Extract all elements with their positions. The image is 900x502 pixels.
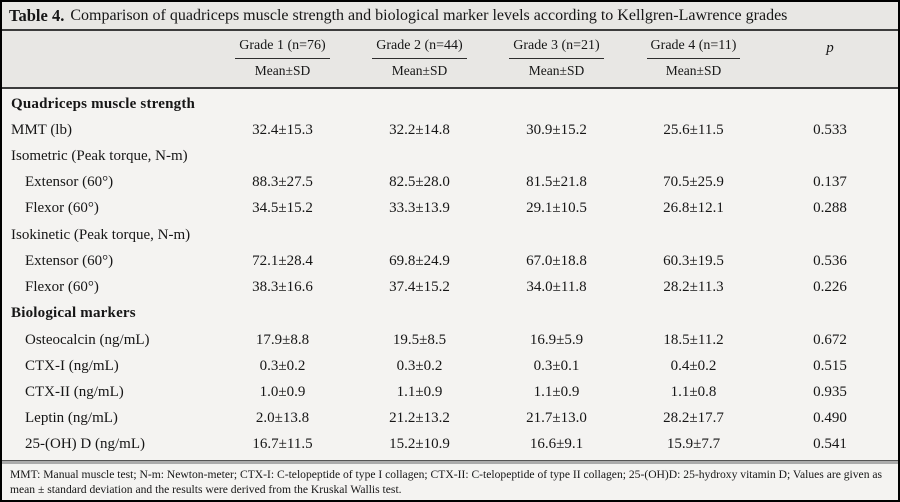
p-value: 0.288: [813, 200, 847, 217]
table-header: Grade 1 (n=76) Mean±SD Grade 2 (n=44) Me…: [2, 31, 898, 89]
cell-value: 81.5±21.8: [526, 174, 587, 191]
header-spacer: [2, 31, 214, 87]
cell-value: 17.9±8.8: [255, 331, 310, 348]
table-row: Isokinetic (Peak torque, N-m): [2, 222, 898, 248]
column-header-p: p: [826, 40, 834, 56]
cell-value: 15.9±7.7: [666, 436, 721, 453]
cell-value: 1.1±0.9: [396, 384, 443, 401]
column-header-grade2: Grade 2 (n=44) Mean±SD: [351, 31, 488, 87]
cell-value: 30.9±15.2: [526, 121, 587, 138]
table-body: Quadriceps muscle strength MMT (lb) 32.4±1…: [2, 89, 898, 461]
cell-value: 38.3±16.6: [252, 279, 313, 296]
grade3-sub-label: Mean±SD: [528, 63, 585, 78]
row-label: Extensor (60°): [25, 174, 114, 191]
p-value: 0.137: [813, 174, 847, 191]
cell-value: 72.1±28.4: [252, 252, 313, 269]
table-footnote: MMT: Manual muscle test; N-m: Newton-met…: [2, 461, 898, 497]
grade2-sub-label: Mean±SD: [391, 63, 448, 78]
row-label: CTX-II (ng/mL): [25, 384, 124, 401]
row-label: Isokinetic (Peak torque, N-m): [11, 226, 191, 243]
cell-value: 1.0±0.9: [259, 384, 306, 401]
table-row: CTX-II (ng/mL) 1.0±0.9 1.1±0.9 1.1±0.9 1.1±0…: [2, 379, 898, 405]
cell-value: 28.2±11.3: [663, 279, 724, 296]
p-value: 0.536: [813, 252, 847, 269]
table-row: Flexor (60°) 34.5±15.2 33.3±13.9 29.1±10.5 2…: [2, 196, 898, 222]
grade4-sub-label: Mean±SD: [665, 63, 722, 78]
p-value: 0.541: [813, 436, 847, 453]
cell-value: 28.2±17.7: [663, 410, 724, 427]
cell-value: 34.0±11.8: [526, 279, 587, 296]
cell-value: 32.2±14.8: [389, 121, 450, 138]
cell-value: 60.3±19.5: [663, 252, 724, 269]
cell-value: 1.1±0.8: [670, 384, 717, 401]
p-value: 0.515: [813, 357, 847, 374]
grade4-group-label: Grade 4 (n=11): [625, 38, 762, 59]
column-header-grade3: Grade 3 (n=21) Mean±SD: [488, 31, 625, 87]
table-number: Table 4.: [9, 5, 65, 25]
cell-value: 0.3±0.1: [533, 357, 580, 374]
table-row: Biological markers: [2, 301, 898, 327]
cell-value: 15.2±10.9: [389, 436, 450, 453]
table-row: CTX-I (ng/mL) 0.3±0.2 0.3±0.2 0.3±0.1 0.4±0.…: [2, 353, 898, 379]
row-label: Osteocalcin (ng/mL): [25, 331, 150, 348]
cell-value: 26.8±12.1: [663, 200, 724, 217]
row-label: MMT (lb): [11, 121, 72, 138]
table-row: Quadriceps muscle strength: [2, 91, 898, 117]
cell-value: 0.3±0.2: [396, 357, 443, 374]
table-row: Extensor (60°) 72.1±28.4 69.8±24.9 67.0±18.…: [2, 248, 898, 274]
grade1-sub-label: Mean±SD: [254, 63, 311, 78]
row-label: Flexor (60°): [25, 200, 99, 217]
row-label: CTX-I (ng/mL): [25, 357, 119, 374]
row-label: Biological markers: [11, 305, 136, 322]
p-value: 0.672: [813, 331, 847, 348]
row-label: Isometric (Peak torque, N-m): [11, 148, 188, 165]
table-caption: Table 4. Comparison of quadriceps muscle…: [2, 2, 898, 31]
cell-value: 16.9±5.9: [529, 331, 584, 348]
cell-value: 0.3±0.2: [259, 357, 306, 374]
column-header-grade1: Grade 1 (n=76) Mean±SD: [214, 31, 351, 87]
cell-value: 19.5±8.5: [392, 331, 447, 348]
cell-value: 16.7±11.5: [252, 436, 313, 453]
cell-value: 32.4±15.3: [252, 121, 313, 138]
cell-value: 0.4±0.2: [670, 357, 717, 374]
cell-value: 18.5±11.2: [663, 331, 724, 348]
grade1-group-label: Grade 1 (n=76): [214, 38, 351, 59]
p-value: 0.226: [813, 279, 847, 296]
p-value: 0.490: [813, 410, 847, 427]
table-row: Extensor (60°) 88.3±27.5 82.5±28.0 81.5±21.…: [2, 170, 898, 196]
p-value: 0.935: [813, 384, 847, 401]
grade3-group-label: Grade 3 (n=21): [488, 38, 625, 59]
cell-value: 69.8±24.9: [389, 252, 450, 269]
cell-value: 21.7±13.0: [526, 410, 587, 427]
row-label: Leptin (ng/mL): [25, 410, 118, 427]
table-row: Leptin (ng/mL) 2.0±13.8 21.2±13.2 21.7±13.0…: [2, 406, 898, 432]
cell-value: 16.6±9.1: [529, 436, 584, 453]
cell-value: 1.1±0.9: [533, 384, 580, 401]
grade2-group-label: Grade 2 (n=44): [351, 38, 488, 59]
cell-value: 34.5±15.2: [252, 200, 313, 217]
cell-value: 2.0±13.8: [255, 410, 310, 427]
cell-value: 21.2±13.2: [389, 410, 450, 427]
row-label: Quadriceps muscle strength: [11, 95, 196, 112]
table-row: Isometric (Peak torque, N-m): [2, 143, 898, 169]
cell-value: 70.5±25.9: [663, 174, 724, 191]
cell-value: 33.3±13.9: [389, 200, 450, 217]
row-label: Flexor (60°): [25, 279, 99, 296]
table-row: Osteocalcin (ng/mL) 17.9±8.8 19.5±8.5 16.9±…: [2, 327, 898, 353]
column-header-grade4: Grade 4 (n=11) Mean±SD: [625, 31, 762, 87]
cell-value: 67.0±18.8: [526, 252, 587, 269]
cell-value: 29.1±10.5: [526, 200, 587, 217]
table-row: 25-(OH) D (ng/mL) 16.7±11.5 15.2±10.9 16.6±…: [2, 432, 898, 458]
cell-value: 82.5±28.0: [389, 174, 450, 191]
p-value: 0.533: [813, 121, 847, 138]
table-row: MMT (lb) 32.4±15.3 32.2±14.8 30.9±15.2 25.6±…: [2, 117, 898, 143]
cell-value: 37.4±15.2: [389, 279, 450, 296]
table-title: Comparison of quadriceps muscle strength…: [70, 6, 788, 24]
cell-value: 88.3±27.5: [252, 174, 313, 191]
table-row: Flexor (60°) 38.3±16.6 37.4±15.2 34.0±11.8 2…: [2, 275, 898, 301]
row-label: 25-(OH) D (ng/mL): [25, 436, 145, 453]
row-label: Extensor (60°): [25, 252, 114, 269]
cell-value: 25.6±11.5: [663, 121, 724, 138]
